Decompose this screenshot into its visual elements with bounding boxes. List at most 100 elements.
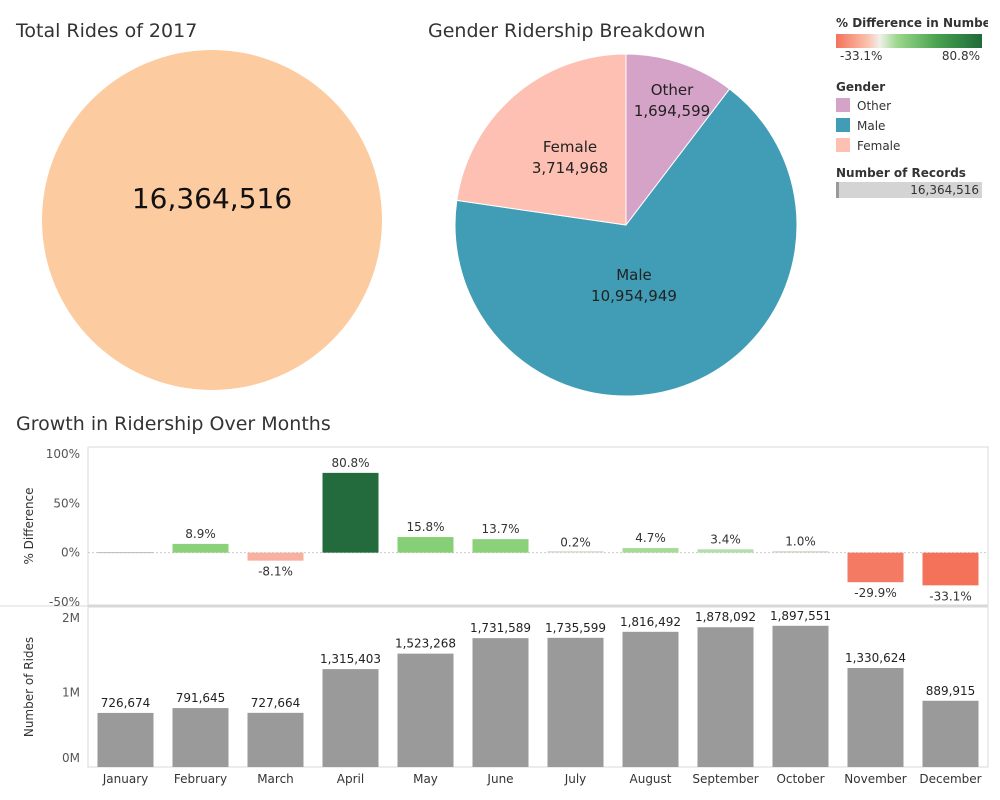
diff-bar [847, 552, 904, 583]
diff-bar-label: -29.9% [854, 586, 896, 600]
pie-slice-female [456, 53, 627, 226]
month-label: July [564, 772, 587, 786]
rides-bar [472, 638, 529, 767]
rides-bar [847, 667, 904, 767]
records-bar: 16,364,516 [836, 182, 982, 198]
diff-bar-label: -33.1% [929, 589, 971, 603]
diff-bar-label: 13.7% [481, 522, 519, 536]
diff-y-tick-label: 100% [46, 447, 80, 461]
diff-legend-title: % Difference in Number o.. [836, 16, 988, 30]
diff-legend-min: -33.1% [840, 49, 883, 63]
diff-bar-label: 1.0% [785, 535, 816, 549]
diff-bar [922, 552, 979, 586]
gender-legend: Gender Other Male Female [836, 80, 988, 156]
rides-y-axis-title: Number of Rides [22, 637, 36, 737]
month-label: November [844, 772, 906, 786]
diff-bar [172, 543, 229, 553]
legend-label-female: Female [857, 139, 901, 153]
rides-y-tick-label: 2M [62, 611, 80, 625]
pie-value-label: 10,954,949 [591, 287, 677, 305]
diff-bar [472, 539, 529, 553]
diff-bar [247, 552, 304, 561]
diff-bar-label: 80.8% [331, 456, 369, 470]
gender-legend-item[interactable]: Other [836, 96, 988, 116]
diff-y-tick-label: 0% [61, 546, 80, 560]
rides-bar-label: 726,674 [101, 696, 151, 710]
swatch-male [836, 118, 850, 132]
rides-bar-label: 1,816,492 [620, 615, 681, 629]
diff-y-tick-label: -50% [49, 595, 80, 609]
rides-bar [97, 712, 154, 767]
gender-legend-item[interactable]: Male [836, 116, 988, 136]
month-label: February [174, 772, 227, 786]
records-legend: Number of Records 16,364,516 [836, 166, 988, 198]
month-label: October [776, 772, 824, 786]
diff-bar-label: -8.1% [258, 565, 293, 579]
month-label: January [102, 772, 149, 786]
pie-category-label: Female [543, 138, 597, 156]
diff-gradient-bar [836, 34, 982, 48]
gender-legend-item[interactable]: Female [836, 136, 988, 156]
rides-bar [772, 625, 829, 767]
records-legend-title: Number of Records [836, 166, 966, 180]
rides-bar-label: 791,645 [176, 691, 226, 705]
pie-value-label: 1,694,599 [634, 102, 710, 120]
total-rides-pie [42, 50, 382, 390]
diff-bar-label: 15.8% [406, 520, 444, 534]
rides-bar-label: 1,878,092 [695, 610, 756, 624]
rides-bar [622, 631, 679, 767]
rides-bar [397, 653, 454, 767]
rides-bar [922, 700, 979, 767]
total-rides-label: 16,364,516 [132, 182, 292, 215]
month-label: December [919, 772, 981, 786]
pie-slice-male [454, 88, 798, 397]
rides-bar-label: 1,735,599 [545, 621, 606, 635]
diff-bar [322, 472, 379, 553]
rides-bar [247, 712, 304, 767]
diff-bar-label: 8.9% [185, 527, 216, 541]
diff-panel-frame [87, 446, 989, 606]
pie-category-label: Other [651, 81, 694, 99]
rides-bar-label: 889,915 [926, 684, 976, 698]
diff-bar [397, 537, 454, 553]
diff-bar [772, 551, 829, 553]
diff-legend: % Difference in Number o.. -33.1% 80.8% [836, 16, 988, 64]
growth-title: Growth in Ridership Over Months [16, 413, 331, 435]
swatch-other [836, 98, 850, 112]
total-rides-title: Total Rides of 2017 [16, 20, 198, 42]
gender-legend-title: Gender [836, 80, 886, 94]
gender-breakdown-title: Gender Ridership Breakdown [428, 20, 706, 42]
rides-bar-label: 1,731,589 [470, 621, 531, 635]
diff-bar-label: 0.2% [560, 535, 591, 549]
month-label: March [257, 772, 294, 786]
diff-y-axis-title: % Difference [22, 487, 36, 564]
month-label: August [630, 772, 672, 786]
pie-slice-other [625, 53, 731, 227]
rides-y-tick-label: 1M [62, 686, 80, 700]
legend-label-male: Male [857, 119, 886, 133]
rides-bar [547, 637, 604, 767]
diff-bar [547, 551, 604, 553]
rides-bar-label: 1,330,624 [845, 651, 906, 665]
diff-y-tick-label: 50% [53, 496, 80, 510]
swatch-female [836, 138, 850, 152]
diff-bar [697, 549, 754, 553]
records-value: 16,364,516 [910, 183, 979, 197]
month-label: April [337, 772, 364, 786]
rides-bar-label: 1,897,551 [770, 609, 831, 623]
rides-y-tick-label: 0M [62, 751, 80, 765]
rides-bar-label: 1,315,403 [320, 652, 381, 666]
rides-bar-label: 1,523,268 [395, 637, 456, 651]
diff-bar-label: 4.7% [635, 531, 666, 545]
diff-legend-max: 80.8% [941, 49, 980, 63]
month-label: June [486, 772, 513, 786]
diff-bar [622, 548, 679, 553]
rides-bar-label: 727,664 [251, 696, 301, 710]
rides-bar [697, 627, 754, 767]
rides-panel-frame [87, 606, 989, 768]
month-label: September [692, 772, 758, 786]
month-label: May [413, 772, 438, 786]
diff-bar-label: 3.4% [710, 532, 741, 546]
rides-bar [322, 669, 379, 767]
